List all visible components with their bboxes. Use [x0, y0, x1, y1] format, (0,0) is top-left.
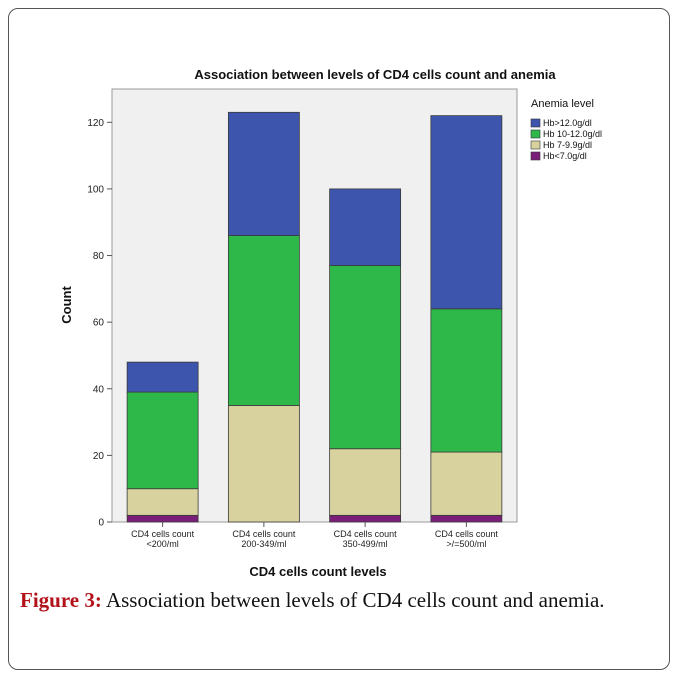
- y-tick-label: 80: [93, 251, 105, 262]
- x-tick-label: CD4 cells count: [435, 529, 499, 539]
- legend-entry: Hb 10-12.0g/dl: [543, 129, 602, 139]
- x-tick-label: CD4 cells count: [334, 529, 398, 539]
- legend-swatch: [530, 151, 541, 161]
- bar-segment: [126, 361, 199, 393]
- y-tick-label: 120: [87, 118, 104, 129]
- x-axis-label: CD4 cells count levels: [249, 564, 386, 579]
- figure-caption: Figure 3: Association between levels of …: [20, 588, 670, 613]
- legend-swatch: [530, 140, 541, 150]
- y-tick-label: 100: [87, 184, 104, 195]
- legend-entry: Hb<7.0g/dl: [543, 151, 587, 161]
- x-tick-label: <200/ml: [146, 539, 178, 549]
- legend-entry: Hb 7-9.9g/dl: [543, 140, 592, 150]
- bars-group: [126, 111, 503, 523]
- bar-segment: [329, 188, 402, 266]
- bar-segment: [430, 451, 503, 516]
- x-tick-label: >/=500/ml: [446, 539, 486, 549]
- bar-segment: [430, 115, 503, 310]
- y-tick-label: 60: [93, 318, 105, 329]
- bar-segment: [329, 448, 402, 516]
- y-axis: 0 20 40 60 80 100 120: [87, 118, 112, 529]
- legend-swatch: [530, 118, 541, 128]
- y-tick-label: 20: [93, 451, 105, 462]
- bar-segment: [430, 308, 503, 453]
- chart-title: Association between levels of CD4 cells …: [194, 67, 556, 82]
- legend-entry: Hb>12.0g/dl: [543, 118, 592, 128]
- bar-segment: [126, 514, 199, 523]
- x-tick-label: CD4 cells count: [131, 529, 195, 539]
- bar-segment: [227, 111, 300, 236]
- figure-caption-text: Association between levels of CD4 cells …: [101, 588, 605, 612]
- x-tick-label: 350-499/ml: [343, 539, 388, 549]
- bar-segment: [126, 391, 199, 490]
- legend-swatch: [530, 129, 541, 139]
- bar-segment: [430, 514, 503, 523]
- y-tick-label: 0: [98, 518, 104, 529]
- bar-segment: [227, 405, 300, 523]
- legend-title: Anemia level: [531, 98, 594, 110]
- y-tick-label: 40: [93, 384, 105, 395]
- bar-segment: [329, 265, 402, 450]
- bar-segment: [126, 488, 199, 516]
- bar-segment: [329, 514, 402, 523]
- x-tick-label: 200-349/ml: [241, 539, 286, 549]
- y-axis-label: Count: [59, 286, 74, 324]
- bar-segment: [227, 235, 300, 406]
- figure-label: Figure 3:: [20, 588, 102, 612]
- x-tick-label: CD4 cells count: [232, 529, 296, 539]
